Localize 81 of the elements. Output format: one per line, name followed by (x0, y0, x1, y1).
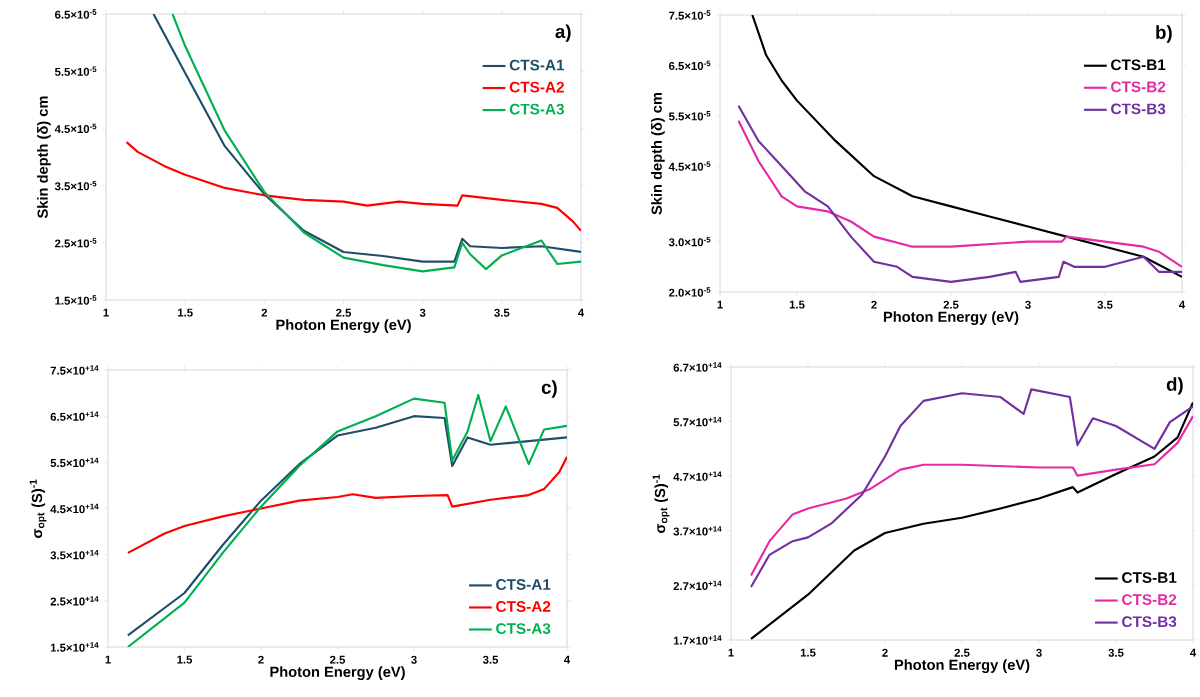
line-series (751, 15, 1183, 278)
x-tick-label: 3.5 (1108, 648, 1124, 657)
y-tick-label: 2.5×10$^{-5}$ (54, 238, 97, 248)
y-tick-label: 5.5×10$^{-5}$ (668, 111, 711, 121)
x-axis-title: Photon Energy (eV) (894, 659, 1030, 673)
x-axis-title: Photon Energy (eV) (276, 319, 411, 333)
x-tick-label: 3.5 (482, 655, 499, 664)
y-tick-label: 2.5×10$^{+14}$ (50, 596, 99, 606)
legend-label: CTS-B3 (1111, 103, 1166, 115)
y-tick-label: 6.5×10$^{-5}$ (55, 9, 97, 19)
x-axis-title: Photon Energy (eV) (270, 666, 405, 680)
y-tick-label: 6.5×10$^{-5}$ (669, 60, 711, 71)
legend-label: CTS-B1 (1122, 572, 1177, 584)
y-tick-label: 7.5×10$^{+14}$ (50, 365, 99, 375)
x-axis-title: Photon Energy (eV) (883, 311, 1019, 325)
line-series (737, 104, 1183, 283)
x-tick-label: 1 (728, 648, 734, 657)
x-tick-label: 2 (871, 300, 877, 309)
x-tick-label: 1.5 (178, 308, 193, 317)
legend-label: CTS-A2 (509, 81, 564, 93)
y-tick-label: 1.5×10$^{+14}$ (50, 642, 99, 652)
x-tick-label: 1.5 (177, 655, 193, 664)
x-tick-label: 3 (1036, 648, 1042, 657)
y-tick-label: 1.5×10$^{-5}$ (55, 295, 97, 305)
y-tick-label: 4.5×10$^{-5}$ (54, 123, 97, 134)
legend-label: CTS-B1 (1111, 59, 1166, 71)
x-tick-label: 3 (1025, 300, 1031, 309)
x-tick-label: 2 (882, 648, 888, 657)
legend-label: CTS-A3 (496, 623, 551, 635)
y-tick-label: 3.0×10$^{-5}$ (668, 236, 711, 247)
y-axis-title: Skin depth (δ) cm (651, 92, 665, 215)
x-tick-label: 4 (1190, 648, 1197, 657)
annotation: b) (1156, 25, 1172, 43)
x-tick-label: 4 (578, 308, 585, 317)
y-tick-label: 6.7×10$^{+14}$ (673, 362, 722, 372)
y-tick-label: 1.7×10$^{+14}$ (673, 635, 722, 645)
y-tick-label: 5.5×10$^{+14}$ (50, 457, 99, 467)
y-tick-label: 2.0×10$^{-5}$ (668, 287, 711, 297)
x-tick-label: 3.5 (494, 308, 510, 317)
x-tick-label: 1 (717, 300, 723, 309)
x-tick-label: 2.5 (330, 655, 346, 664)
legend-label: CTS-B2 (1111, 81, 1166, 93)
y-tick-label: 2.7×10$^{+14}$ (673, 580, 722, 591)
y-tick-label: 3.7×10$^{+14}$ (673, 526, 722, 536)
y-axis-title: σ$_{opt}$ (S)$^{-1}$ (29, 479, 47, 538)
x-tick-label: 2 (258, 655, 264, 664)
x-tick-label: 4 (1179, 300, 1186, 309)
x-tick-label: 2.5 (336, 308, 352, 317)
x-tick-label: 3 (411, 655, 417, 664)
x-tick-label: 1 (105, 655, 111, 664)
x-tick-label: 1.5 (800, 648, 816, 657)
y-axis-title: Skin depth (δ) cm (37, 96, 51, 219)
line-series (737, 119, 1183, 268)
x-tick-label: 2.5 (943, 300, 959, 309)
y-tick-label: 3.5×10$^{+14}$ (50, 549, 99, 560)
annotation: a) (555, 24, 571, 42)
x-tick-label: 3 (419, 308, 426, 317)
y-tick-label: 6.5×10$^{+14}$ (50, 411, 99, 421)
legend-label: CTS-B2 (1122, 594, 1177, 606)
y-tick-label: 4.5×10$^{-5}$ (668, 161, 711, 171)
y-tick-label: 3.5×10$^{-5}$ (54, 180, 97, 191)
x-tick-label: 3.5 (1097, 300, 1113, 309)
legend-label: CTS-A2 (496, 601, 551, 612)
y-tick-label: 5.5×10$^{-5}$ (54, 66, 97, 76)
x-tick-label: 1.5 (789, 300, 805, 309)
x-tick-label: 2 (261, 308, 268, 317)
annotation: d) (1166, 377, 1183, 395)
y-tick-label: 5.7×10$^{+14}$ (673, 416, 722, 427)
x-tick-label: 2.5 (954, 648, 970, 657)
line-series (125, 141, 581, 232)
y-axis-title: σ$_{opt}$ (S)$^{-1}$ (652, 474, 670, 533)
x-tick-label: 4 (564, 655, 571, 664)
y-tick-label: 4.7×10$^{+14}$ (673, 471, 722, 481)
legend-label: CTS-A1 (496, 579, 551, 590)
legend-label: CTS-A1 (509, 59, 565, 71)
x-tick-label: 1 (103, 308, 109, 317)
y-tick-label: 7.5×10$^{-5}$ (669, 10, 711, 20)
legend-label: CTS-B3 (1122, 616, 1177, 628)
y-tick-label: 4.5×10$^{+14}$ (50, 503, 99, 514)
annotation: c) (541, 380, 557, 398)
legend-label: CTS-A3 (509, 103, 564, 115)
